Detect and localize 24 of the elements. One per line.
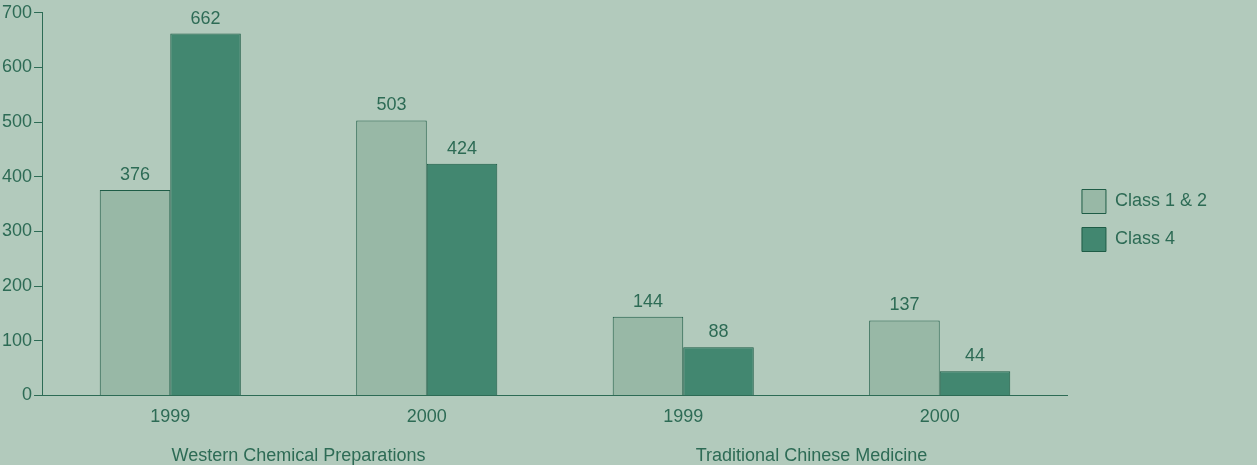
data-label: 662 — [190, 7, 221, 28]
y-tick-label: 300 — [1, 220, 33, 241]
y-tick-label: 500 — [1, 111, 33, 132]
x-tick-label: 2000 — [919, 406, 960, 427]
y-tick-label: 700 — [1, 1, 33, 22]
y-tick-label: 600 — [1, 56, 33, 77]
y-tick-label: 200 — [1, 275, 33, 296]
legend-label: Class 4 — [1114, 228, 1175, 249]
y-tick-label: 400 — [1, 165, 33, 186]
text: Traditional Chinese Medicine — [695, 445, 928, 465]
data-label: 376 — [119, 163, 151, 184]
data-label: 88 — [708, 321, 729, 342]
data-label: 137 — [889, 294, 920, 315]
data-label: 503 — [376, 94, 407, 115]
y-tick-label: 100 — [1, 329, 33, 350]
data-label: 424 — [447, 137, 478, 158]
data-label: 44 — [964, 345, 985, 366]
data-label: 144 — [632, 290, 663, 311]
x-tick-label: 1999 — [150, 406, 191, 427]
x-tick-label: 1999 — [663, 406, 704, 427]
x-tick-label: 2000 — [406, 406, 447, 427]
legend-label: Class 1 & 2 — [1114, 190, 1208, 211]
text: Western Chemical Preparations — [171, 445, 426, 465]
y-tick-label: 0 — [22, 384, 33, 405]
